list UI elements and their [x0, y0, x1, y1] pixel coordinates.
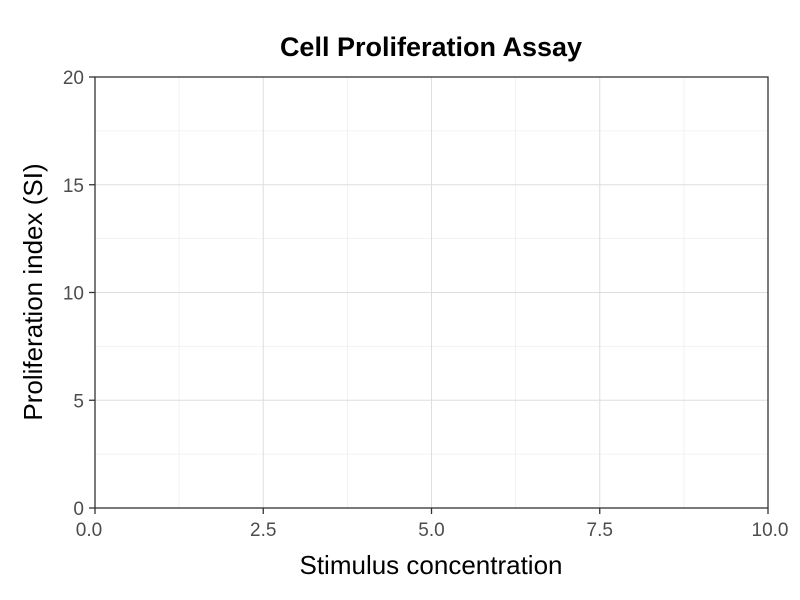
x-tick-label: 7.5: [587, 520, 613, 541]
chart-title: Cell Proliferation Assay: [280, 32, 582, 62]
y-tick-label: 15: [63, 176, 84, 197]
x-axis-ticks: 0.0 2.5 5.0 7.5 10.0: [76, 508, 789, 541]
y-axis-title: Proliferation index (SI): [18, 163, 48, 420]
y-axis-ticks: 0 5 10 15 20: [63, 68, 95, 520]
x-tick-label: 10.0: [752, 520, 789, 541]
x-tick-label: 5.0: [418, 520, 444, 541]
x-tick-label: 0.0: [76, 520, 102, 541]
y-tick-label: 10: [63, 284, 84, 305]
y-tick-label: 5: [73, 391, 84, 412]
x-tick-label: 2.5: [250, 520, 276, 541]
y-tick-label: 0: [73, 499, 84, 520]
x-axis-title: Stimulus concentration: [299, 550, 562, 580]
y-tick-label: 20: [63, 68, 84, 89]
